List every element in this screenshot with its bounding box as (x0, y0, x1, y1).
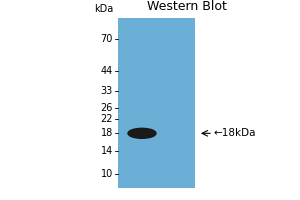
Text: kDa: kDa (94, 4, 113, 14)
Text: 44: 44 (101, 66, 113, 76)
Bar (118, 18, 195, 188)
Text: 33: 33 (101, 86, 113, 96)
Text: 22: 22 (100, 114, 113, 124)
Text: 18: 18 (101, 128, 113, 138)
Text: 14: 14 (101, 146, 113, 156)
Text: ←18kDa: ←18kDa (214, 128, 256, 138)
Ellipse shape (128, 128, 156, 138)
Text: Western Blot: Western Blot (147, 0, 226, 13)
Text: 26: 26 (100, 103, 113, 113)
Text: 70: 70 (100, 34, 113, 44)
Text: 10: 10 (101, 169, 113, 179)
